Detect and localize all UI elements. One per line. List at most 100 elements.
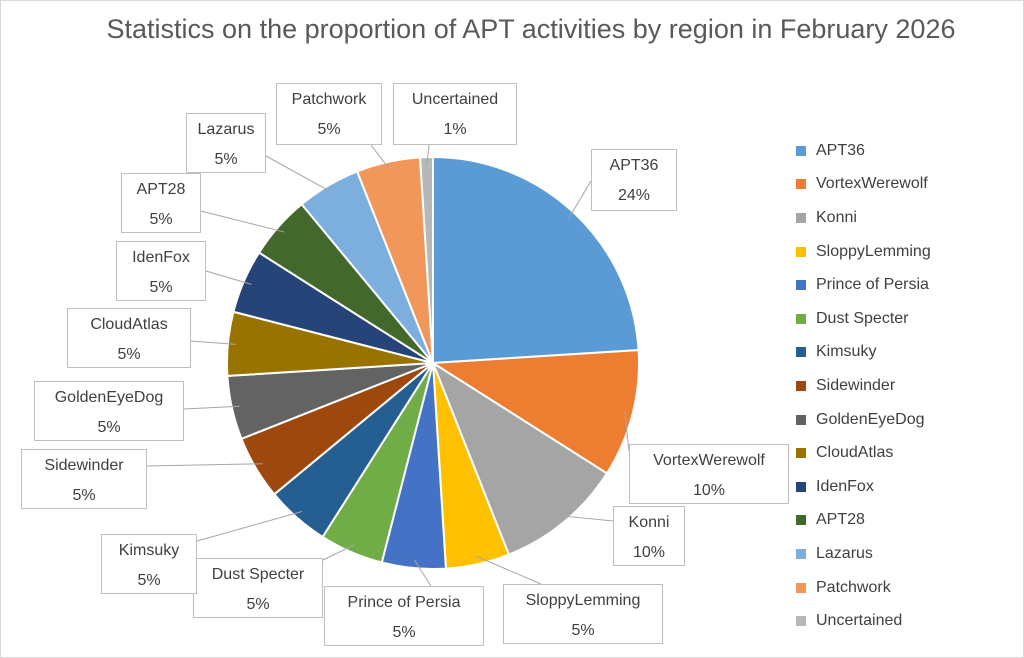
data-label-name: Konni bbox=[628, 514, 670, 531]
legend-label: Uncertained bbox=[816, 612, 903, 630]
legend-item: Patchwork bbox=[796, 571, 931, 605]
legend-item: IdenFox bbox=[796, 470, 931, 504]
legend-label: Prince of Persia bbox=[816, 276, 929, 294]
legend-item: APT28 bbox=[796, 504, 931, 538]
data-label-value: 5% bbox=[117, 346, 141, 363]
legend: APT36 VortexWerewolf Konni SloppyLemming Pri… bbox=[796, 134, 931, 638]
data-label-name: CloudAtlas bbox=[90, 316, 168, 333]
leader-line bbox=[624, 412, 630, 452]
data-label-value: 10% bbox=[692, 482, 726, 499]
legend-item: VortexWerewolf bbox=[796, 168, 931, 202]
data-label-value: 5% bbox=[72, 487, 96, 504]
data-label-value: 5% bbox=[97, 419, 121, 436]
leader-line bbox=[426, 144, 430, 166]
legend-swatch bbox=[796, 414, 806, 425]
legend-label: Konni bbox=[816, 208, 857, 226]
legend-swatch bbox=[796, 616, 806, 627]
legend-label: Dust Specter bbox=[816, 309, 909, 327]
leader-line bbox=[200, 210, 285, 233]
data-label-value: 5% bbox=[137, 572, 161, 589]
legend-item: Kimsuky bbox=[796, 336, 931, 370]
leader-line bbox=[559, 515, 614, 522]
data-label-value: 10% bbox=[632, 544, 666, 561]
data-label: Patchwork 5% bbox=[276, 83, 382, 145]
data-label-name: Dust Specter bbox=[211, 566, 305, 583]
leader-line bbox=[265, 155, 333, 194]
pie-slice-konni bbox=[430, 360, 609, 556]
pie-slice-vortexwerewolf bbox=[429, 349, 640, 475]
pie-slice-apt36 bbox=[432, 155, 640, 365]
legend-label: SloppyLemming bbox=[816, 242, 931, 260]
leader-line bbox=[370, 144, 391, 171]
legend-swatch bbox=[796, 448, 806, 459]
legend-item: Lazarus bbox=[796, 537, 931, 571]
legend-swatch bbox=[796, 145, 806, 156]
legend-item: Dust Specter bbox=[796, 302, 931, 336]
data-label-name: Prince of Persia bbox=[347, 594, 461, 611]
data-label-value: 5% bbox=[571, 622, 595, 639]
legend-item: Uncertained bbox=[796, 604, 931, 638]
leader-line bbox=[205, 270, 252, 285]
data-label: Kimsuky 5% bbox=[101, 534, 197, 594]
data-label: IdenFox 5% bbox=[116, 241, 206, 301]
data-label: Lazarus 5% bbox=[186, 113, 266, 173]
legend-swatch bbox=[796, 582, 806, 593]
legend-item: CloudAtlas bbox=[796, 436, 931, 470]
leader-line bbox=[190, 340, 236, 345]
leader-line bbox=[196, 511, 303, 542]
legend-swatch bbox=[796, 212, 806, 223]
data-label-value: 5% bbox=[214, 151, 238, 168]
legend-item: Konni bbox=[796, 201, 931, 235]
data-label-value: 5% bbox=[317, 121, 341, 138]
data-label-name: Sidewinder bbox=[44, 457, 124, 474]
data-label-value: 5% bbox=[246, 596, 270, 613]
data-label-value: 5% bbox=[392, 624, 416, 641]
legend-item: GoldenEyeDog bbox=[796, 403, 931, 437]
legend-label: Kimsuky bbox=[816, 343, 877, 361]
data-label-value: 5% bbox=[149, 211, 173, 228]
leader-line bbox=[183, 405, 240, 410]
leader-line bbox=[320, 544, 355, 562]
legend-label: CloudAtlas bbox=[816, 444, 894, 462]
legend-label: IdenFox bbox=[816, 477, 874, 495]
data-label-name: Lazarus bbox=[197, 121, 255, 138]
data-label-name: IdenFox bbox=[132, 249, 190, 266]
legend-label: VortexWerewolf bbox=[816, 175, 928, 193]
leader-line bbox=[413, 559, 432, 587]
data-label-value: 5% bbox=[149, 279, 173, 296]
data-label-name: Patchwork bbox=[291, 91, 367, 108]
legend-label: Patchwork bbox=[816, 578, 891, 596]
legend-swatch bbox=[796, 380, 806, 391]
chart-title: Statistics on the proportion of APT acti… bbox=[106, 14, 956, 44]
data-label: VortexWerewolf 10% bbox=[629, 444, 789, 504]
data-label: SloppyLemming 5% bbox=[503, 584, 663, 644]
leader-line bbox=[475, 555, 542, 585]
data-label-name: VortexWerewolf bbox=[653, 452, 765, 469]
legend-label: APT28 bbox=[816, 511, 865, 529]
legend-label: Sidewinder bbox=[816, 376, 896, 394]
legend-swatch bbox=[796, 246, 806, 257]
legend-swatch bbox=[796, 280, 806, 291]
legend-item: SloppyLemming bbox=[796, 235, 931, 269]
legend-swatch bbox=[796, 548, 806, 559]
legend-swatch bbox=[796, 481, 806, 492]
data-label-name: SloppyLemming bbox=[525, 592, 641, 609]
data-label-name: APT36 bbox=[609, 157, 659, 174]
data-label: CloudAtlas 5% bbox=[67, 308, 191, 368]
data-label-value: 24% bbox=[617, 187, 651, 204]
data-label: APT36 24% bbox=[591, 149, 677, 211]
data-label: GoldenEyeDog 5% bbox=[34, 381, 184, 441]
data-label-name: GoldenEyeDog bbox=[54, 389, 164, 406]
legend-item: Prince of Persia bbox=[796, 268, 931, 302]
legend-item: APT36 bbox=[796, 134, 931, 168]
legend-swatch bbox=[796, 313, 806, 324]
data-label: APT28 5% bbox=[121, 173, 201, 233]
legend-swatch bbox=[796, 179, 806, 190]
legend-item: Sidewinder bbox=[796, 369, 931, 403]
data-label-name: APT28 bbox=[136, 181, 186, 198]
leader-line bbox=[568, 180, 592, 219]
data-label-value: 1% bbox=[443, 121, 467, 138]
data-label: Konni 10% bbox=[613, 506, 685, 566]
